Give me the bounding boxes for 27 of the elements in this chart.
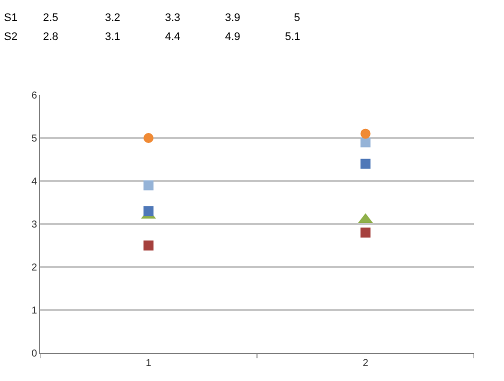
point [144, 180, 154, 190]
text: 3.2 [105, 12, 120, 24]
point [144, 240, 154, 250]
point [360, 137, 370, 148]
y-tick-label: 2 [31, 262, 38, 274]
text: 3.1 [105, 31, 120, 43]
y-tick-label: 5 [31, 134, 38, 144]
text: 5 [294, 12, 300, 24]
text: 5.1 [285, 31, 300, 43]
text: 3.3 [165, 12, 180, 24]
y-tick-label: 6 [31, 90, 38, 102]
text: 2.8 [43, 31, 58, 43]
y-tick-label: 4 [31, 176, 38, 188]
point [360, 128, 370, 139]
text: 2.5 [43, 12, 58, 24]
text: S2 [4, 31, 18, 43]
text: 4.9 [225, 31, 240, 43]
point [360, 228, 370, 238]
y-tick-label: 3 [31, 220, 38, 230]
point [360, 158, 370, 169]
y-tick-label: 0 [31, 348, 38, 360]
text: 3.9 [225, 12, 240, 24]
text: 4.4 [165, 31, 180, 43]
point [144, 133, 154, 143]
text: S1 [4, 12, 18, 24]
y-tick-label: 1 [31, 306, 38, 316]
point [144, 206, 154, 216]
